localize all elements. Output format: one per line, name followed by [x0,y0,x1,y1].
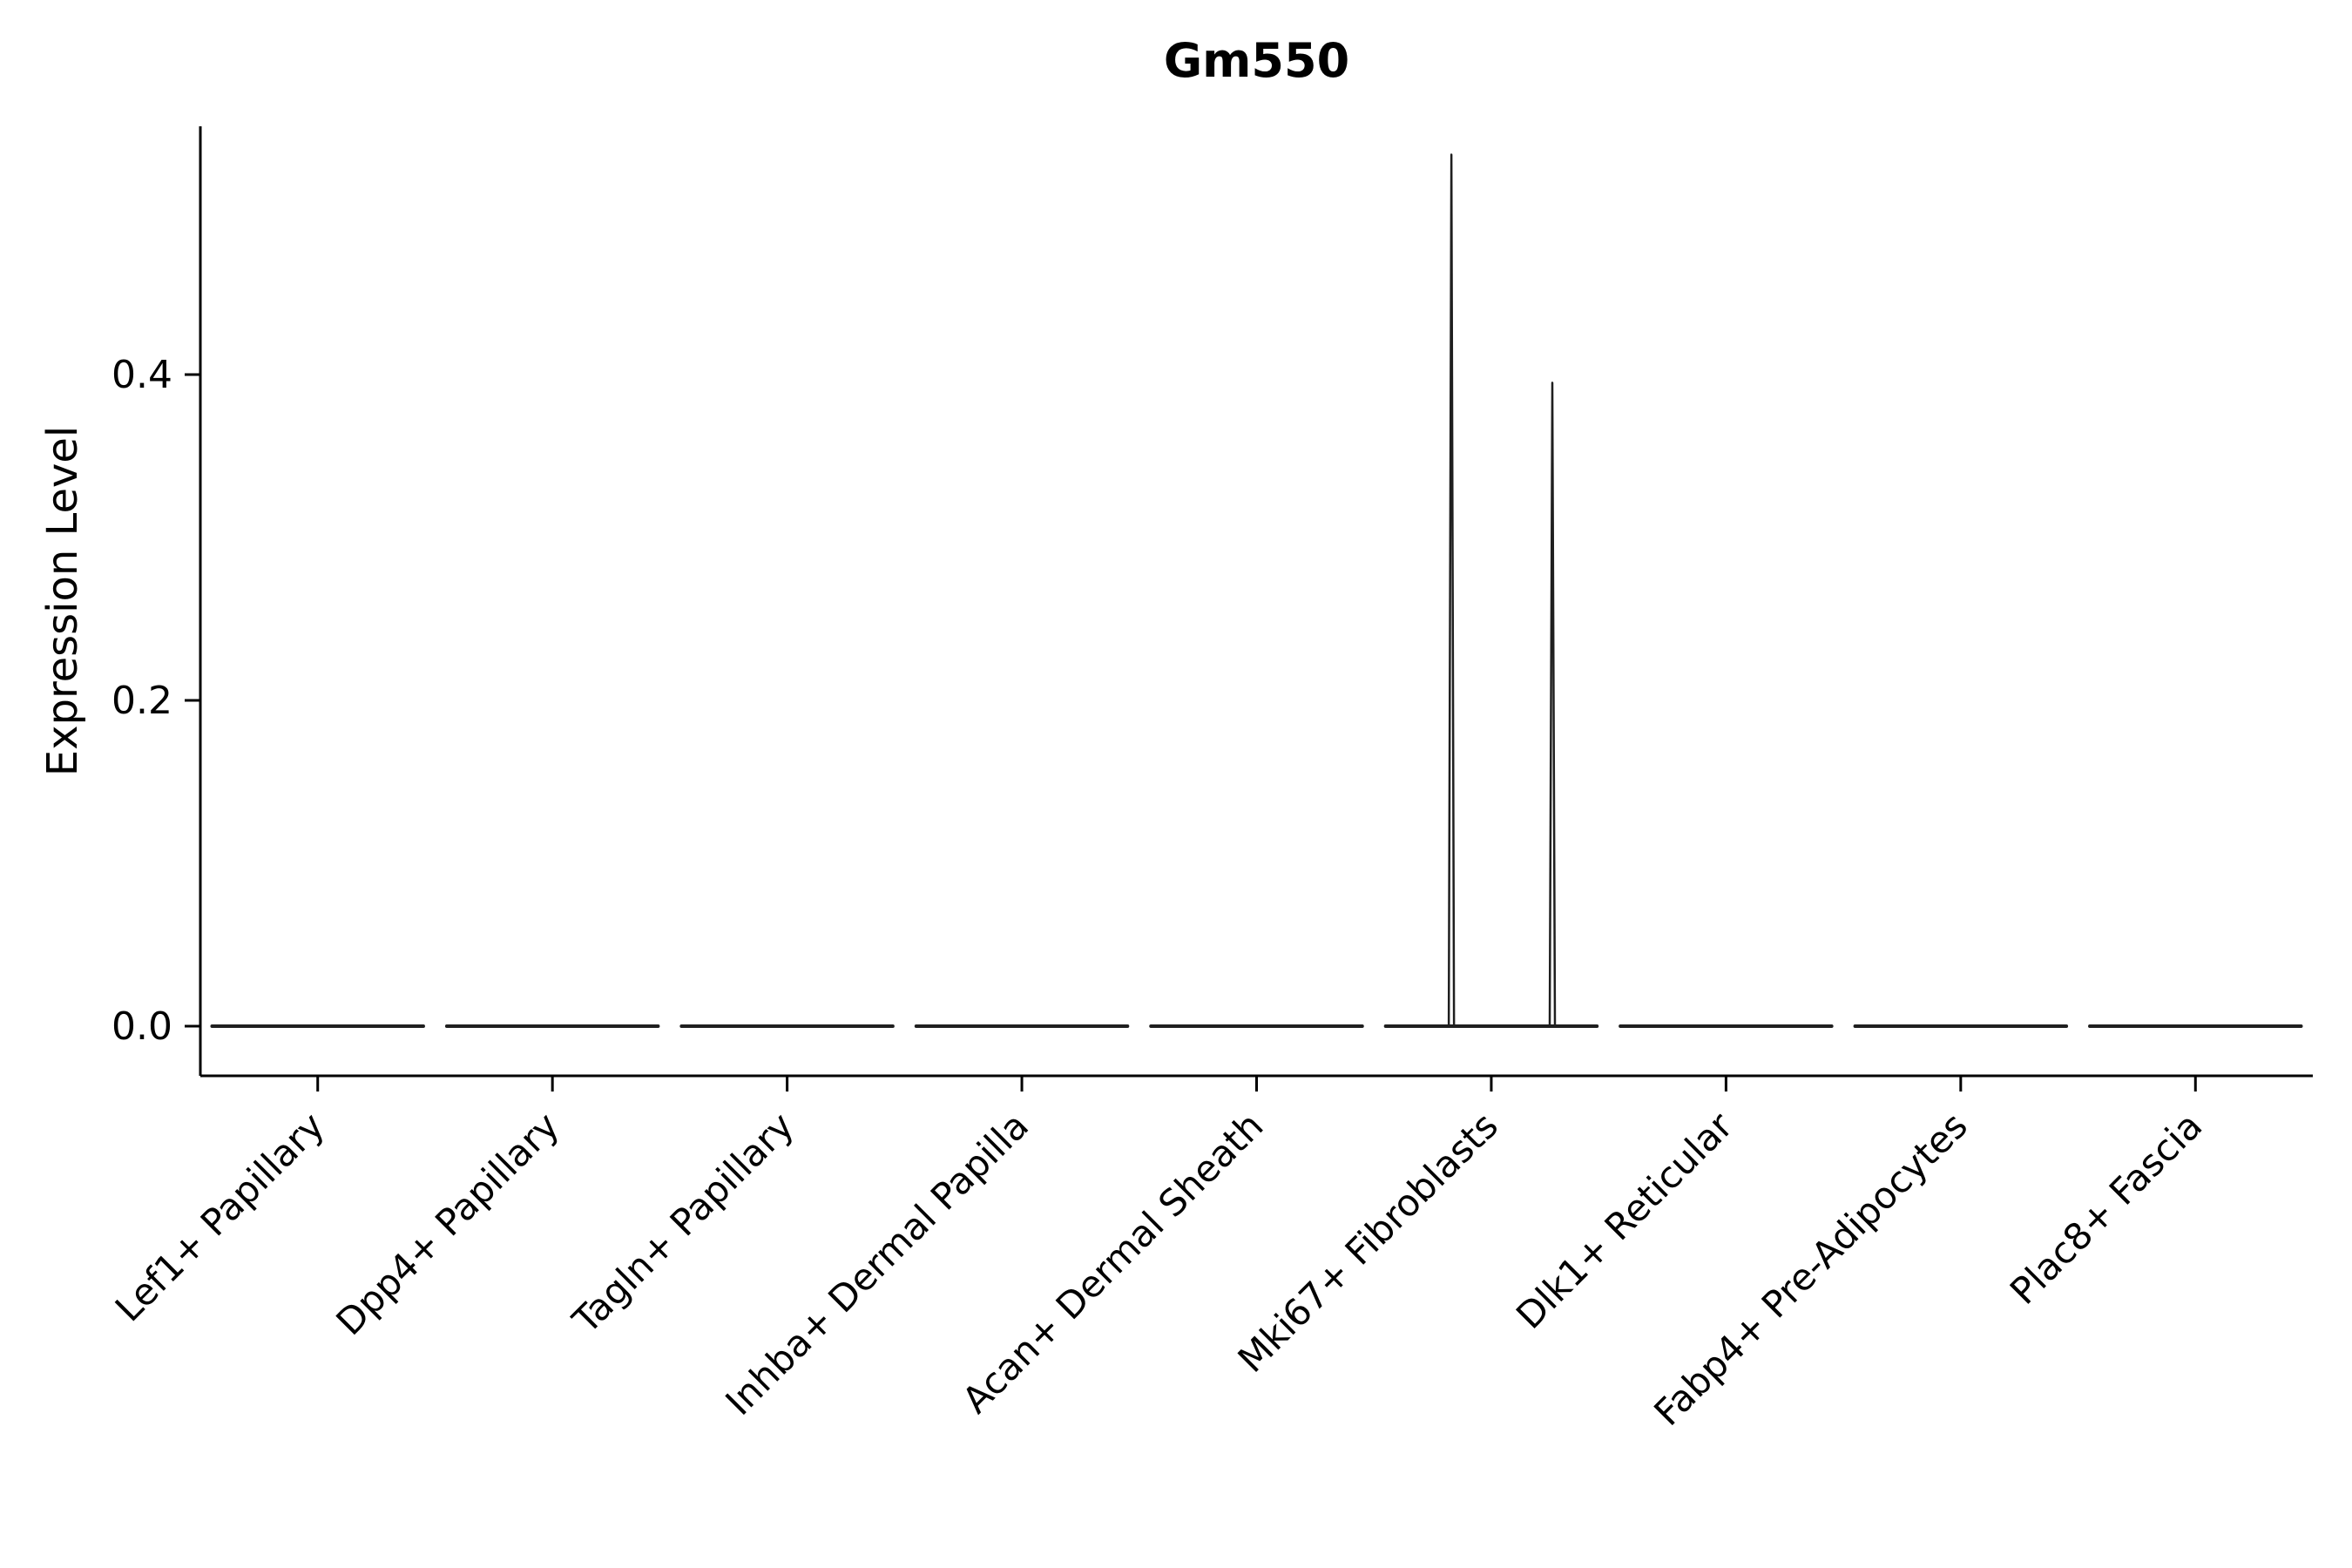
x-tick-label: Dlk1+ Reticular [1508,1104,1741,1337]
y-tick-label: 0.4 [112,353,172,397]
x-tick-label: Dpp4+ Papillary [328,1104,567,1343]
x-tick-label: Tagln+ Papillary [564,1104,801,1342]
x-tick-label: Mki67+ Fibroblasts [1230,1104,1506,1380]
y-tick-label: 0.0 [112,1004,172,1049]
violin-spike [1548,382,1557,1027]
chart-title: Gm550 [1163,33,1350,88]
violin-spike [1447,153,1456,1027]
y-tick-label: 0.2 [112,679,172,723]
x-tick-label: Lef1+ Papillary [107,1104,333,1329]
x-tick-label: Plac8+ Fascia [2002,1104,2210,1312]
